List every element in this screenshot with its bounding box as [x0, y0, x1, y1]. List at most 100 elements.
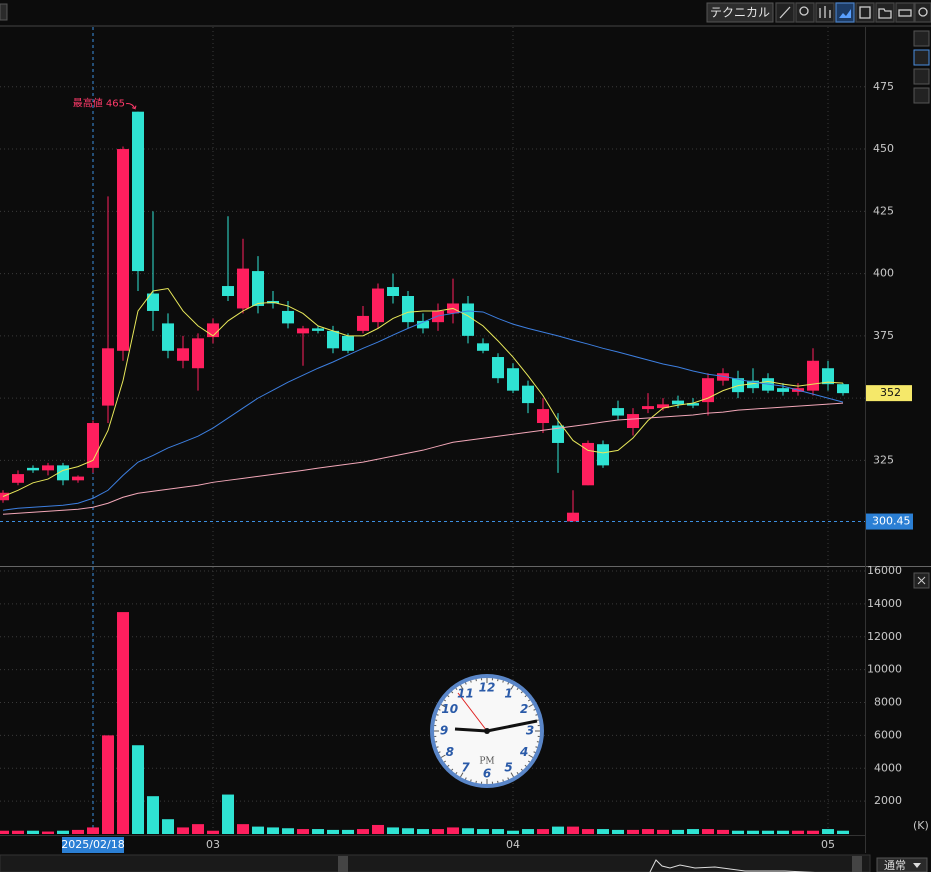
- volume-bar: [837, 830, 849, 834]
- clock-period: PM: [479, 757, 494, 767]
- candle-body: [102, 348, 114, 406]
- volume-bar: [522, 829, 534, 834]
- candle-body: [492, 357, 504, 379]
- volume-bar: [252, 826, 264, 834]
- clock-numeral: 10: [441, 702, 458, 716]
- clock-numeral: 9: [440, 724, 448, 738]
- volume-bar: [72, 829, 84, 834]
- low-badge-label: 300.45: [872, 515, 911, 528]
- last-price-label: 352: [880, 386, 901, 399]
- volume-bar: [642, 829, 654, 834]
- volume-bar: [267, 827, 279, 834]
- clock-tick: [464, 682, 467, 685]
- clock-tick: [443, 760, 447, 763]
- clock-tick: [533, 708, 536, 711]
- clock-numeral: 4: [519, 745, 528, 759]
- candle-body: [327, 330, 339, 349]
- candle-shape: [819, 6, 831, 18]
- close-icon: [917, 576, 926, 585]
- plot: 3253503754004254504752000400060008000100…: [0, 27, 929, 853]
- volume-bar: [582, 829, 594, 834]
- scroll-handle[interactable]: [338, 856, 348, 872]
- x-tick-label: 04: [506, 838, 520, 851]
- clock-second-hand: [457, 692, 488, 732]
- clock-tick: [436, 746, 439, 748]
- candle-body: [12, 474, 24, 483]
- candle-body: [417, 320, 429, 329]
- clock-tick: [507, 777, 510, 780]
- annotation-arrow: [125, 103, 137, 110]
- settings-shape: [918, 7, 928, 17]
- clock-numeral: 2: [520, 702, 528, 716]
- clock-tick: [535, 746, 538, 748]
- volume-bar: [777, 830, 789, 834]
- y-tick-label: 425: [873, 204, 894, 217]
- settings-icon[interactable]: [914, 2, 931, 23]
- volume-tick-label: 10000: [867, 663, 902, 676]
- clock-hand: [486, 719, 538, 733]
- zoom-shape: [799, 6, 809, 16]
- volume-bar: [147, 796, 159, 834]
- volume-tick-label: 6000: [874, 728, 902, 741]
- candle-body: [342, 335, 354, 351]
- clock-tick: [510, 684, 514, 690]
- volume-bar: [27, 830, 39, 834]
- candle-body: [432, 310, 444, 323]
- clock-numeral: 8: [446, 745, 454, 759]
- volume-tick-label: 8000: [874, 696, 902, 709]
- side-button[interactable]: [913, 30, 930, 47]
- folder-icon[interactable]: [875, 2, 895, 23]
- volume-bar: [672, 829, 684, 834]
- volume-bar: [612, 829, 624, 834]
- clock-tick: [451, 768, 454, 771]
- side-button[interactable]: [913, 68, 930, 85]
- candle-body: [282, 310, 294, 324]
- candle-body: [687, 403, 699, 406]
- candle-body: [72, 476, 84, 481]
- volume-bar: [357, 829, 369, 834]
- side-button[interactable]: [913, 49, 930, 66]
- clock-tick: [527, 699, 531, 702]
- scrollbar[interactable]: [0, 854, 871, 872]
- clock-tick: [535, 714, 538, 716]
- volume-bar: [282, 828, 294, 834]
- volume-bar: [297, 829, 309, 834]
- candle-body: [522, 385, 534, 404]
- volume-bar: [117, 612, 129, 834]
- volume-bar: [42, 831, 54, 834]
- area-icon[interactable]: [835, 2, 855, 23]
- candle-body: [87, 423, 99, 468]
- volume-bar: [702, 829, 714, 834]
- clock-tick: [438, 708, 441, 711]
- mode-dropdown[interactable]: [876, 857, 928, 872]
- low-badge: [866, 513, 913, 530]
- menu-stub[interactable]: [0, 3, 8, 21]
- side-button[interactable]: [913, 87, 930, 104]
- clock-tick: [464, 777, 467, 780]
- candle-body: [27, 467, 39, 471]
- volume-bar: [237, 824, 249, 834]
- zoom-icon[interactable]: [795, 2, 815, 23]
- scroll-handle[interactable]: [852, 856, 862, 872]
- technical-button[interactable]: [706, 2, 774, 23]
- candle-body: [147, 293, 159, 311]
- volume-bar: [747, 830, 759, 834]
- clock-tick: [533, 751, 536, 754]
- clock-numeral: 3: [526, 724, 534, 738]
- save-icon[interactable]: [855, 2, 875, 23]
- volume-bar: [687, 829, 699, 834]
- volume-bar: [477, 829, 489, 834]
- volume-bar: [627, 829, 639, 834]
- candle-body: [552, 425, 564, 443]
- volume-bar: [432, 829, 444, 834]
- volume-bar: [372, 824, 384, 834]
- clock-numeral: 7: [461, 761, 470, 775]
- print-icon[interactable]: [895, 2, 915, 23]
- candle-body: [237, 268, 249, 309]
- clock-tick: [510, 772, 514, 778]
- candle-body: [777, 388, 789, 392]
- volume-bar: [402, 828, 414, 834]
- volume-bar: [717, 829, 729, 834]
